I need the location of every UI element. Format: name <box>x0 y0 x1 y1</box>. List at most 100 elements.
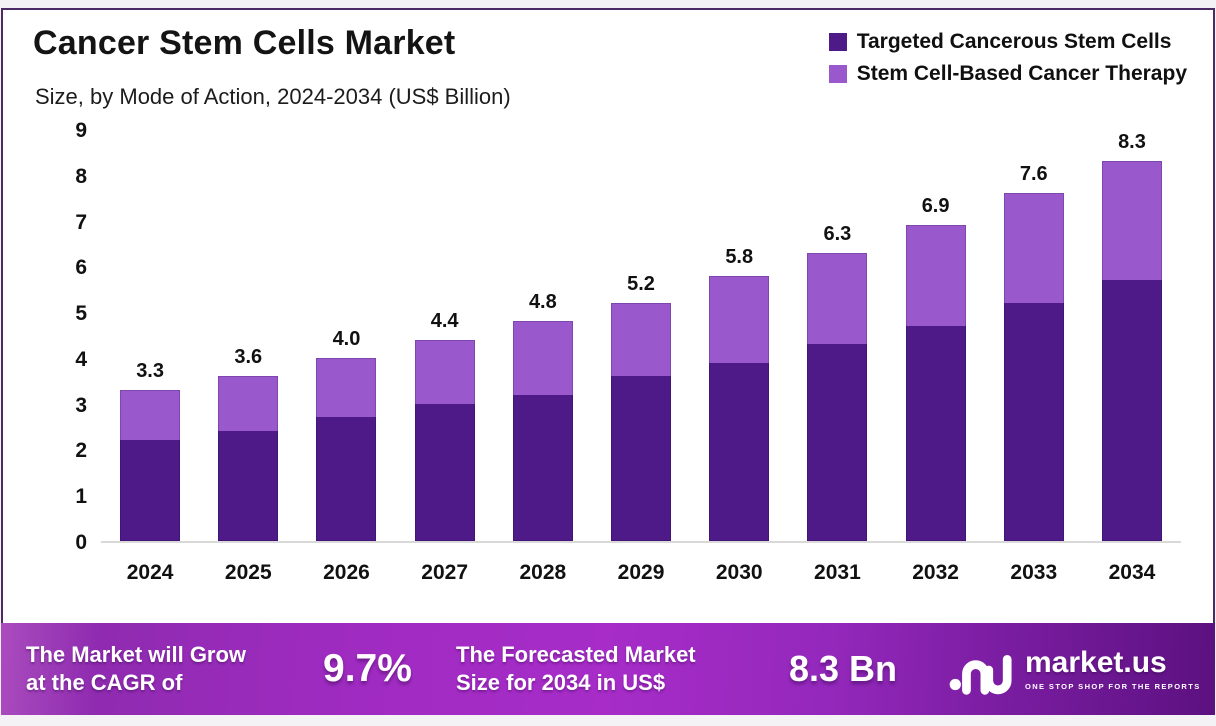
brand-text: market.us ONE STOP SHOP FOR THE REPORTS <box>1025 647 1201 691</box>
bar-total-label: 4.8 <box>528 291 557 314</box>
y-tick-label-0: 0 <box>75 531 87 554</box>
x-axis-label-2026: 2026 <box>323 561 370 584</box>
brand-tagline: ONE STOP SHOP FOR THE REPORTS <box>1025 681 1201 691</box>
legend-swatch-light-icon <box>828 65 847 83</box>
legend-item-stemcell: Stem Cell-Based Cancer Therapy <box>828 62 1187 86</box>
x-axis-label-2025: 2025 <box>224 561 272 584</box>
bar-segment-stem-cell-therapy <box>905 225 966 326</box>
market-us-logo-icon <box>949 654 1012 695</box>
bar-segment-targeted-cscs <box>512 394 573 541</box>
bar-column-2026: 4.0 <box>297 131 395 541</box>
legend-label: Targeted Cancerous Stem Cells <box>856 30 1172 53</box>
bar-segment-stem-cell-therapy <box>316 357 377 418</box>
bar-stack-2026 <box>316 357 377 541</box>
cagr-value: 9.7% <box>323 647 412 690</box>
bar-segment-stem-cell-therapy <box>611 303 672 377</box>
x-axis-label-2034: 2034 <box>1108 561 1156 584</box>
bar-stack-2034 <box>1101 161 1162 541</box>
forecast-label: The Forecasted Market Size for 2034 in U… <box>456 641 696 697</box>
legend-swatch-dark-icon <box>828 33 847 51</box>
bar-segment-targeted-cscs <box>120 440 181 541</box>
bar-segment-stem-cell-therapy <box>218 376 279 432</box>
bar-total-label: 3.6 <box>234 346 263 369</box>
bar-stack-2032 <box>905 225 966 541</box>
bar-stack-2024 <box>120 389 181 541</box>
bar-stack-2031 <box>807 252 868 541</box>
bar-segment-stem-cell-therapy <box>512 321 573 395</box>
x-axis-label-2027: 2027 <box>421 561 469 584</box>
bar-total-label: 8.3 <box>1118 131 1146 154</box>
brand-name: market.us <box>1025 646 1167 680</box>
bar-stack-2028 <box>512 321 573 541</box>
x-axis-label-2024: 2024 <box>126 561 174 584</box>
bar-total-label: 7.6 <box>1019 163 1048 186</box>
cagr-label: The Market will Grow at the CAGR of <box>26 641 246 697</box>
x-axis-label-2033: 2033 <box>1010 561 1058 584</box>
y-tick-label-9: 9 <box>75 119 87 142</box>
x-axis-label-2031: 2031 <box>814 561 861 584</box>
infographic-frame: Cancer Stem Cells Market Size, by Mode o… <box>1 8 1215 715</box>
y-tick-label-7: 7 <box>75 210 87 234</box>
bar-column-2034: 8.3 <box>1083 131 1181 541</box>
bar-column-2028: 4.8 <box>494 131 592 541</box>
chart-subtitle: Size, by Mode of Action, 2024-2034 (US$ … <box>35 84 511 109</box>
bar-column-2030: 5.8 <box>690 131 788 541</box>
bar-segment-targeted-cscs <box>807 344 868 541</box>
bar-total-label: 4.0 <box>332 327 361 350</box>
bar-stack-2027 <box>414 339 475 541</box>
bar-segment-stem-cell-therapy <box>807 252 868 345</box>
x-axis-label-2029: 2029 <box>617 561 665 584</box>
page-title: Cancer Stem Cells Market <box>33 24 456 62</box>
bar-total-label: 4.4 <box>430 309 459 332</box>
bar-column-2033: 7.6 <box>985 131 1083 541</box>
y-tick-label-4: 4 <box>75 347 87 371</box>
y-tick-label-8: 8 <box>75 164 87 188</box>
bar-column-2024: 3.3 <box>101 131 199 541</box>
cagr-label-line1: The Market will Grow <box>26 642 247 668</box>
bar-stack-2030 <box>709 275 770 541</box>
y-tick-label-3: 3 <box>75 393 87 417</box>
chart-legend: Targeted Cancerous Stem Cells Stem Cell-… <box>828 30 1187 86</box>
bar-segment-stem-cell-therapy <box>709 275 770 363</box>
bar-segment-stem-cell-therapy <box>1003 193 1064 303</box>
x-axis-label-2030: 2030 <box>715 561 763 584</box>
bar-total-label: 3.3 <box>136 359 164 382</box>
forecast-label-line1: The Forecasted Market <box>456 642 696 668</box>
bar-segment-targeted-cscs <box>905 325 966 541</box>
forecast-label-line2: Size for 2034 in US$ <box>456 670 666 695</box>
bar-segment-targeted-cscs <box>218 431 279 541</box>
bar-segment-stem-cell-therapy <box>1101 161 1162 281</box>
x-axis-label-2032: 2032 <box>912 561 959 584</box>
y-tick-label-1: 1 <box>75 485 87 509</box>
legend-label: Stem Cell-Based Cancer Therapy <box>856 62 1187 85</box>
y-axis: 0 1 2 3 4 5 6 7 8 9 <box>45 119 87 554</box>
plot-area: 3.3 3.6 4.0 4.4 4.8 5.2 5.8 6.3 6.9 7.6 8.3 <box>101 131 1181 543</box>
bars-row: 3.3 3.6 4.0 4.4 4.8 5.2 5.8 6.3 6.9 7.6 8.3 <box>101 131 1181 543</box>
bar-segment-targeted-cscs <box>414 403 475 541</box>
bar-total-label: 5.2 <box>627 273 655 296</box>
bar-column-2029: 5.2 <box>592 131 690 541</box>
bar-stack-2025 <box>218 376 279 541</box>
bar-segment-targeted-cscs <box>611 376 672 541</box>
bar-column-2027: 4.4 <box>396 131 494 541</box>
bar-column-2032: 6.9 <box>887 131 985 541</box>
x-axis-label-2028: 2028 <box>519 561 567 584</box>
bar-segment-targeted-cscs <box>316 417 377 541</box>
bar-column-2025: 3.6 <box>199 131 297 541</box>
bar-column-2031: 6.3 <box>788 131 886 541</box>
y-tick-label-5: 5 <box>75 302 87 326</box>
bar-segment-targeted-cscs <box>1101 280 1162 541</box>
bar-total-label: 6.9 <box>921 195 950 218</box>
y-tick-label-6: 6 <box>75 256 87 280</box>
cagr-label-line2: at the CAGR of <box>26 670 183 695</box>
forecast-value: 8.3 Bn <box>789 648 898 689</box>
legend-item-targeted: Targeted Cancerous Stem Cells <box>828 30 1187 54</box>
x-axis: 2024 2025 2026 2027 2028 2029 2030 2031 2032 2033… <box>101 561 1181 585</box>
bar-segment-stem-cell-therapy <box>120 389 181 441</box>
bar-stack-2033 <box>1003 193 1064 541</box>
footer-banner: The Market will Grow at the CAGR of 9.7%… <box>1 623 1215 715</box>
bar-total-label: 6.3 <box>823 222 852 245</box>
brand-logo: market.us ONE STOP SHOP FOR THE REPORTS <box>949 640 1201 698</box>
bar-segment-stem-cell-therapy <box>414 339 475 404</box>
y-tick-label-2: 2 <box>75 439 87 463</box>
